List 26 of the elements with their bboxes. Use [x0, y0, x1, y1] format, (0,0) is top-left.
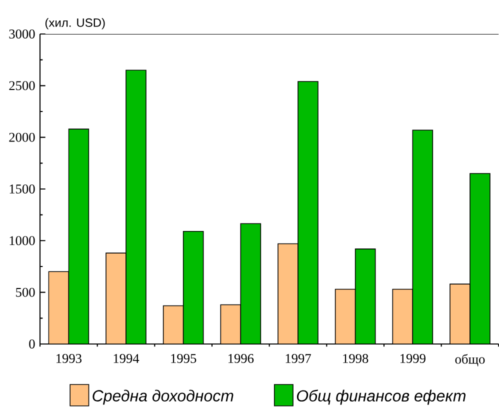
- y-tick-label: 2000: [9, 132, 35, 142]
- y-tick-label: 0: [29, 339, 35, 348]
- y-tick-label: 500: [16, 288, 35, 297]
- bar: [48, 271, 70, 344]
- bar: [334, 288, 356, 344]
- legend-label: Средна доходност: [92, 390, 234, 405]
- bar: [220, 304, 242, 344]
- x-tick-label: 1999: [400, 354, 426, 363]
- legend-label: Общ финансов ефект: [296, 390, 466, 405]
- x-tick-label: 1998: [343, 354, 368, 364]
- y-tick-label: 1000: [10, 236, 35, 246]
- x-tick-label: 1997: [286, 354, 311, 363]
- x-tick-label: общо: [455, 354, 485, 366]
- y-tick-label: 1500: [10, 184, 35, 194]
- x-tick-label: 1996: [228, 354, 254, 363]
- y-axis-title: (хил. USD): [45, 18, 105, 30]
- bar: [450, 284, 470, 344]
- x-tick-label: 1995: [171, 354, 196, 363]
- bar: [278, 243, 298, 344]
- bar: [162, 305, 184, 344]
- bar: [392, 288, 414, 344]
- bar: [106, 252, 126, 344]
- x-tick-label: 1993: [56, 354, 82, 363]
- y-tick-label: 2500: [9, 81, 35, 90]
- x-tick-label: 1994: [114, 354, 140, 363]
- y-tick-label: 3000: [9, 29, 35, 38]
